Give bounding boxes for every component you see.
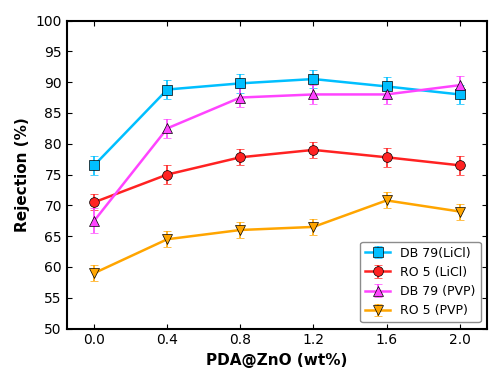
Y-axis label: Rejection (%): Rejection (%) — [15, 117, 30, 232]
Legend: DB 79(LiCl), RO 5 (LiCl), DB 79 (PVP), RO 5 (PVP): DB 79(LiCl), RO 5 (LiCl), DB 79 (PVP), R… — [360, 242, 480, 322]
X-axis label: PDA@ZnO (wt%): PDA@ZnO (wt%) — [206, 353, 347, 368]
